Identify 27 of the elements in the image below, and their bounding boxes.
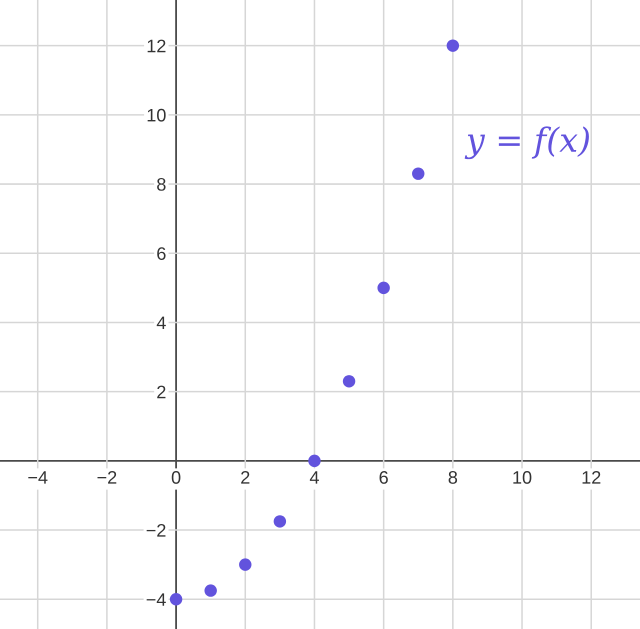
- annotation: y = f(x): [464, 126, 589, 160]
- y-tick-label: −2: [146, 524, 166, 537]
- x-tick-label: 12: [582, 471, 600, 484]
- x-tick-label: 10: [513, 471, 532, 484]
- y-tick-label: 4: [156, 316, 166, 329]
- y-tick-label: 2: [157, 386, 166, 398]
- y-tick-label: 12: [148, 40, 166, 52]
- point: [308, 454, 321, 468]
- y-tick-label: −4: [146, 593, 166, 606]
- point: [342, 375, 356, 388]
- point: [204, 584, 217, 597]
- point: [274, 515, 286, 528]
- point: [170, 593, 182, 606]
- x-tick-label: 8: [448, 471, 458, 484]
- point: [412, 167, 424, 180]
- x-tick-label: 0: [172, 471, 180, 484]
- x-tick-label: 4: [310, 471, 319, 484]
- x-tick-label: 2: [241, 471, 250, 484]
- x-tick-label: −4: [28, 471, 48, 484]
- y-tick-label: 6: [157, 247, 166, 260]
- x-tick-label: 6: [380, 471, 388, 484]
- y-tick-label: 10: [148, 108, 166, 122]
- y-tick-label: 8: [157, 178, 166, 191]
- point: [239, 558, 252, 571]
- point: [377, 282, 390, 294]
- x-tick-label: −2: [97, 471, 116, 484]
- point: [446, 39, 460, 52]
